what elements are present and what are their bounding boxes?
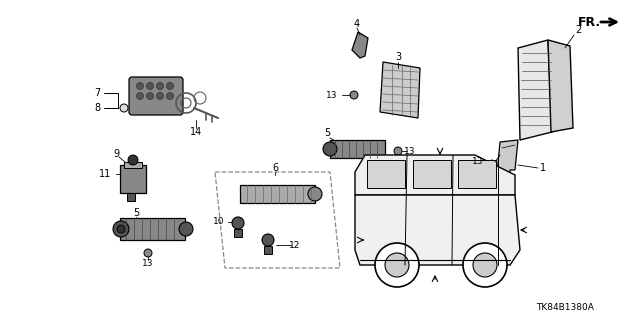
Text: 14: 14 [190, 127, 202, 137]
Circle shape [262, 234, 274, 246]
Circle shape [120, 104, 128, 112]
Circle shape [136, 92, 143, 100]
Polygon shape [548, 40, 573, 132]
Text: 13: 13 [142, 259, 154, 268]
Text: 2: 2 [575, 25, 581, 35]
Bar [240, 185, 315, 203]
Circle shape [166, 92, 173, 100]
Bar [124, 162, 142, 168]
Circle shape [308, 187, 322, 201]
Text: 4: 4 [354, 19, 360, 29]
Text: 13: 13 [326, 91, 337, 100]
Circle shape [113, 221, 129, 237]
Circle shape [463, 243, 507, 287]
Bar [234, 229, 242, 237]
Circle shape [147, 83, 154, 90]
Circle shape [144, 249, 152, 257]
Circle shape [157, 92, 163, 100]
Text: FR.: FR. [577, 15, 600, 28]
FancyBboxPatch shape [129, 77, 183, 115]
Circle shape [166, 83, 173, 90]
Text: 13: 13 [404, 147, 416, 156]
Text: 12: 12 [289, 241, 301, 250]
Bar [458, 160, 496, 188]
Polygon shape [352, 32, 368, 58]
Circle shape [350, 91, 358, 99]
Circle shape [136, 83, 143, 90]
Circle shape [179, 222, 193, 236]
Text: 7: 7 [94, 88, 100, 98]
Circle shape [473, 253, 497, 277]
Text: 10: 10 [212, 218, 224, 227]
Polygon shape [380, 62, 420, 118]
Circle shape [147, 92, 154, 100]
Text: 9: 9 [113, 149, 119, 159]
Circle shape [128, 155, 138, 165]
Circle shape [385, 253, 409, 277]
Bar [413, 160, 451, 188]
Circle shape [375, 243, 419, 287]
Text: 5: 5 [324, 128, 330, 138]
Bar [330, 140, 385, 158]
Circle shape [117, 225, 125, 233]
Text: 3: 3 [395, 52, 401, 62]
Bar [264, 246, 272, 254]
Text: 6: 6 [272, 163, 278, 173]
Polygon shape [355, 155, 515, 195]
Circle shape [157, 83, 163, 90]
Polygon shape [495, 140, 518, 195]
Text: 8: 8 [94, 103, 100, 113]
Bar [127, 193, 135, 201]
Text: TK84B1380A: TK84B1380A [536, 303, 594, 313]
Bar [367, 160, 405, 188]
Circle shape [232, 217, 244, 229]
Circle shape [323, 142, 337, 156]
Text: 1: 1 [540, 163, 546, 173]
Bar [120, 165, 146, 193]
Polygon shape [355, 195, 520, 265]
Text: 11: 11 [99, 169, 111, 179]
Circle shape [489, 160, 495, 166]
Text: 5: 5 [133, 208, 139, 218]
Text: 13: 13 [472, 157, 484, 166]
Bar [120, 218, 185, 240]
Polygon shape [518, 40, 552, 140]
Circle shape [394, 147, 402, 155]
